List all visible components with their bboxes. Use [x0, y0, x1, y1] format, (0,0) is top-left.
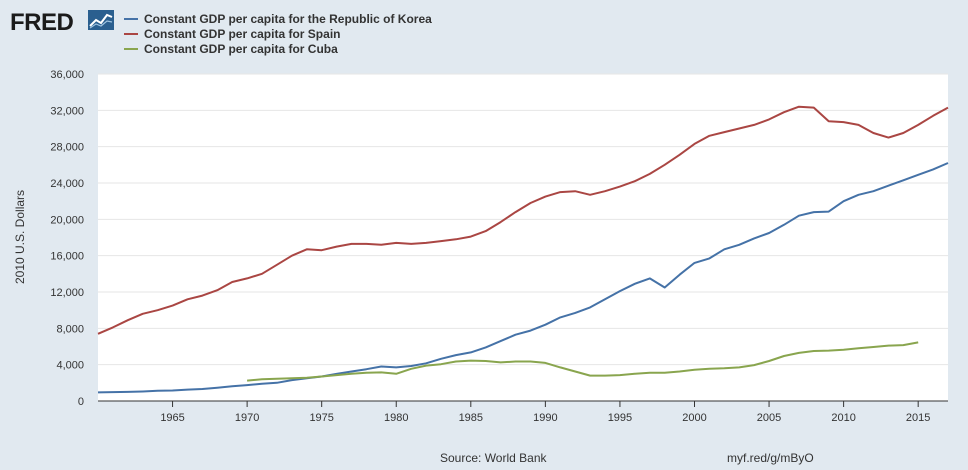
series-line-1[interactable] — [97, 162, 949, 394]
plot-area-background — [98, 74, 948, 401]
x-tick-label: 1980 — [384, 412, 408, 424]
chart-legend: Constant GDP per capita for the Republic… — [124, 12, 432, 56]
x-tick-label: 2000 — [682, 412, 706, 424]
y-tick-label: 8,000 — [56, 323, 84, 335]
fred-logo[interactable]: FRED — [10, 9, 114, 36]
x-tick-label: 1990 — [533, 412, 557, 424]
y-tick-label: 12,000 — [50, 287, 84, 299]
series-line-2[interactable] — [97, 105, 949, 335]
legend-item-2[interactable]: Constant GDP per capita for Spain — [124, 27, 340, 41]
y-tick-label: 16,000 — [50, 251, 84, 263]
x-tick-label: 1985 — [459, 412, 483, 424]
legend-item-3[interactable]: Constant GDP per capita for Cuba — [124, 42, 338, 56]
x-axis-tick-labels: 1965 1970 1975 1980 1985 1990 1995 2000 2005 2010… — [160, 412, 930, 424]
fred-logo-graph-icon — [88, 10, 114, 30]
y-tick-label: 32,000 — [50, 105, 84, 117]
x-tick-label: 1965 — [160, 412, 184, 424]
x-tick-label: 1995 — [608, 412, 632, 424]
x-tick-label: 2010 — [831, 412, 855, 424]
legend-item-1[interactable]: Constant GDP per capita for the Republic… — [124, 12, 432, 26]
y-tick-label: 24,000 — [50, 178, 84, 190]
x-tick-label: 2015 — [906, 412, 930, 424]
x-tick-label: 1975 — [309, 412, 333, 424]
x-tick-label: 2005 — [757, 412, 781, 424]
y-axis-tick-labels: 0 4,000 8,000 12,000 16,000 20,000 24,000 28,00… — [50, 69, 84, 408]
source-note: Source: World Bank — [440, 451, 547, 465]
y-tick-label: 0 — [78, 396, 84, 408]
legend-label: Constant GDP per capita for Cuba — [144, 42, 338, 56]
legend-label: Constant GDP per capita for the Republic… — [144, 12, 432, 26]
y-tick-label: 36,000 — [50, 69, 84, 81]
series-lines — [97, 105, 949, 394]
y-tick-label: 4,000 — [56, 360, 84, 372]
x-axis-ticks — [172, 401, 919, 407]
series-line-3[interactable] — [247, 341, 919, 382]
legend-label: Constant GDP per capita for Spain — [144, 27, 340, 41]
y-gridlines — [98, 73, 948, 366]
short-link[interactable]: myf.red/g/mByO — [727, 451, 814, 465]
y-axis-title: 2010 U.S. Dollars — [13, 190, 27, 284]
logo-icon-line — [89, 13, 113, 27]
x-tick-label: 1970 — [235, 412, 259, 424]
logo-icon-line-secondary — [89, 20, 113, 29]
fred-logo-text: FRED — [10, 9, 74, 36]
y-tick-label: 28,000 — [50, 142, 84, 154]
y-tick-label: 20,000 — [50, 214, 84, 226]
